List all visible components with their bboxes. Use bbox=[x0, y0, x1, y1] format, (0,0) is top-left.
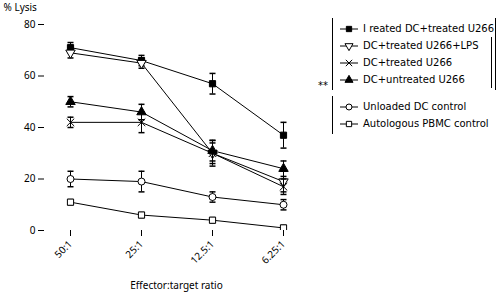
html-text:DC+treated U266+LPS: DC+treated U266+LPS bbox=[363, 40, 479, 51]
svg-text:0: 0 bbox=[30, 223, 36, 237]
svg-text:50:1: 50:1 bbox=[51, 237, 75, 261]
svg-text:40: 40 bbox=[24, 120, 36, 134]
svg-text:60: 60 bbox=[24, 68, 36, 82]
svg-text:80: 80 bbox=[24, 17, 36, 31]
svg-text:20: 20 bbox=[24, 171, 36, 185]
html-text:Autologous PBMC control: Autologous PBMC control bbox=[363, 118, 489, 129]
svg-text:6.25:1: 6.25:1 bbox=[258, 237, 288, 267]
html-text:I reated DC+treated U266: I reated DC+treated U266 bbox=[363, 23, 495, 34]
svg-text:12.5:1: 12.5:1 bbox=[187, 237, 217, 267]
svg-text:% Lysis: % Lysis bbox=[4, 0, 38, 14]
html-text:Unloaded DC control: Unloaded DC control bbox=[363, 101, 467, 112]
svg-text:25:1: 25:1 bbox=[122, 237, 146, 261]
svg-text:Effector:target ratio: Effector:target ratio bbox=[130, 278, 222, 292]
html-text:DC+treated U266: DC+treated U266 bbox=[363, 57, 453, 68]
html-text:DC+untreated U266: DC+untreated U266 bbox=[363, 74, 465, 85]
